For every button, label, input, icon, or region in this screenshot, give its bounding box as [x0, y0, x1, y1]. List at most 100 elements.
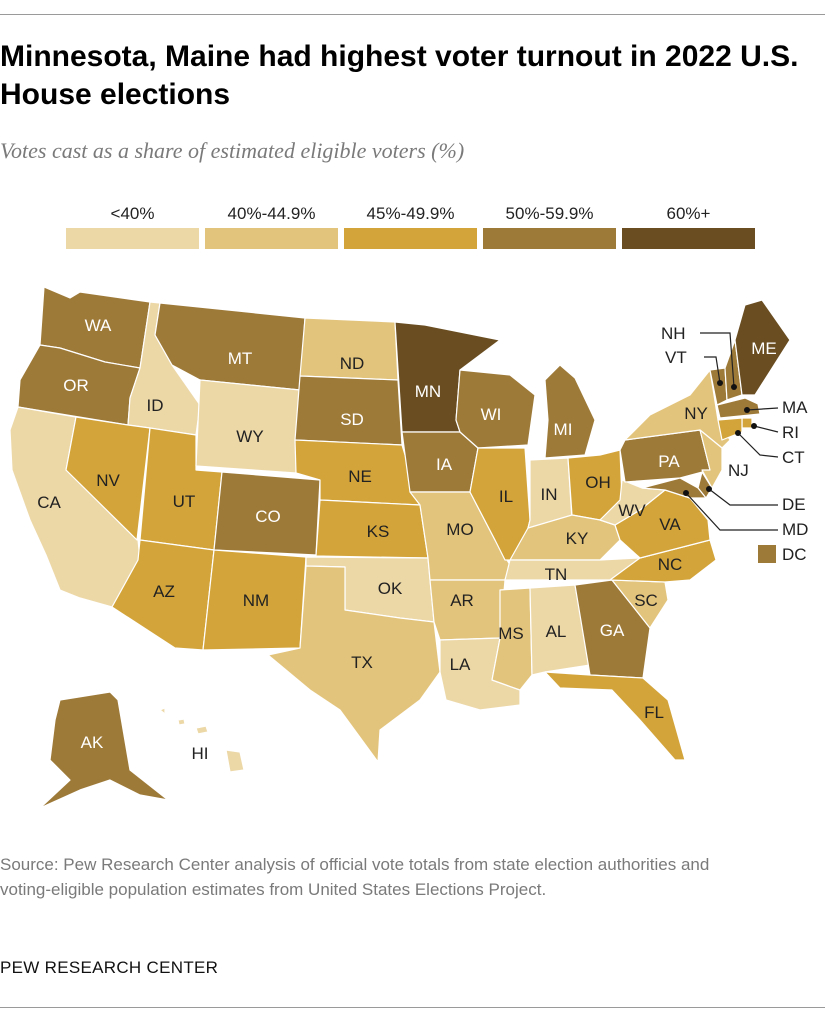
- label-TX: TX: [351, 653, 373, 672]
- label-MI: MI: [554, 420, 573, 439]
- brand-logo-text: PEW RESEARCH CENTER: [0, 958, 219, 977]
- legend-label: 60%+: [666, 204, 711, 223]
- legend-swatch: [622, 228, 755, 249]
- legend-swatch: [205, 228, 338, 249]
- state-MD: [641, 477, 707, 499]
- state-labels: WA OR CA ID NV UT AZ MT WY CO NM ND SD N…: [37, 316, 777, 722]
- legend-item-under-40: <40%: [66, 204, 199, 249]
- legend-swatch: [66, 228, 199, 249]
- label-FL: FL: [644, 703, 664, 722]
- label-AL: AL: [546, 622, 567, 641]
- leader-MA: [746, 407, 779, 411]
- label-MS: MS: [498, 624, 524, 643]
- label-MA: MA: [782, 398, 808, 417]
- legend-label: <40%: [110, 204, 155, 223]
- legend-item-60-plus: 60%+: [622, 204, 755, 249]
- label-VA: VA: [659, 515, 681, 534]
- us-map-svg: WA OR CA ID NV UT AZ MT WY CO NM ND SD N…: [9, 286, 809, 809]
- label-MT: MT: [228, 349, 253, 368]
- label-WY: WY: [236, 427, 263, 446]
- label-NE: NE: [348, 467, 372, 486]
- label-NV: NV: [96, 471, 120, 490]
- legend-item-50-59: 50%-59.9%: [483, 204, 616, 249]
- label-NC: NC: [658, 555, 683, 574]
- state-DC: [758, 545, 776, 563]
- label-IA: IA: [436, 455, 453, 474]
- label-NJ: NJ: [728, 461, 749, 480]
- legend: <40% 40%-44.9% 45%-49.9% 50%-59.9% 60%+: [66, 204, 766, 252]
- label-IL: IL: [499, 487, 513, 506]
- leader-RI: [753, 425, 779, 433]
- state-TX: [267, 565, 441, 763]
- label-TN: TN: [545, 565, 568, 584]
- label-ME: ME: [751, 339, 777, 358]
- label-AK: AK: [81, 733, 104, 752]
- label-DC: DC: [782, 545, 807, 564]
- label-PA: PA: [658, 452, 680, 471]
- state-AR: [429, 579, 506, 641]
- label-KS: KS: [367, 522, 390, 541]
- label-RI: RI: [782, 423, 799, 442]
- legend-swatch: [483, 228, 616, 249]
- label-LA: LA: [450, 655, 471, 674]
- label-WA: WA: [85, 316, 112, 335]
- legend-item-40-44: 40%-44.9%: [205, 204, 338, 249]
- label-KY: KY: [566, 529, 589, 548]
- top-rule: [0, 14, 825, 15]
- label-AR: AR: [450, 591, 474, 610]
- label-DE: DE: [782, 495, 806, 514]
- state-AK: [39, 691, 169, 809]
- state-AL: [529, 584, 591, 676]
- label-ND: ND: [340, 354, 365, 373]
- label-ID: ID: [147, 396, 164, 415]
- label-MN: MN: [415, 382, 441, 401]
- legend-swatch: [344, 228, 477, 249]
- source-note: Source: Pew Research Center analysis of …: [0, 855, 710, 899]
- label-OK: OK: [378, 579, 403, 598]
- state-HI: [159, 707, 245, 773]
- state-WI: [455, 369, 536, 449]
- label-GA: GA: [600, 621, 625, 640]
- label-CA: CA: [37, 493, 61, 512]
- bottom-rule: [0, 1007, 825, 1008]
- label-OH: OH: [585, 473, 611, 492]
- state-NV: [65, 416, 151, 541]
- label-CT: CT: [782, 448, 805, 467]
- legend-item-45-49: 45%-49.9%: [344, 204, 477, 249]
- state-ME: [734, 299, 791, 396]
- outside-labels: AK HI NJ MA RI CT DE MD DC NH VT: [81, 324, 809, 763]
- label-IN: IN: [541, 485, 558, 504]
- leader-lines: [685, 332, 779, 531]
- label-SC: SC: [634, 591, 658, 610]
- leader-dots: [683, 380, 757, 496]
- label-UT: UT: [173, 492, 196, 511]
- state-RI: [741, 417, 753, 429]
- state-FL: [544, 671, 686, 761]
- leader-VT: [704, 356, 721, 384]
- label-NH: NH: [661, 324, 686, 343]
- chart-subtitle: Votes cast as a share of estimated eligi…: [0, 138, 465, 163]
- state-CT: [717, 417, 743, 441]
- legend-label: 40%-44.9%: [227, 204, 316, 223]
- us-map: WA OR CA ID NV UT AZ MT WY CO NM ND SD N…: [0, 280, 825, 820]
- leader-CT: [737, 432, 779, 458]
- label-MO: MO: [446, 520, 473, 539]
- label-CO: CO: [255, 507, 281, 526]
- label-HI: HI: [192, 744, 209, 763]
- label-NY: NY: [684, 404, 708, 423]
- label-WV: WV: [618, 501, 646, 520]
- label-OR: OR: [63, 376, 89, 395]
- label-VT: VT: [665, 348, 687, 367]
- state-TN: [504, 557, 641, 581]
- label-AZ: AZ: [153, 582, 175, 601]
- state-MI: [544, 364, 596, 459]
- leader-DE: [708, 488, 778, 506]
- label-MD: MD: [782, 520, 808, 539]
- label-SD: SD: [340, 410, 364, 429]
- legend-label: 50%-59.9%: [505, 204, 594, 223]
- leader-NH: [700, 332, 735, 388]
- chart-title: Minnesota, Maine had highest voter turno…: [0, 40, 799, 111]
- label-WI: WI: [481, 405, 502, 424]
- leader-MD: [685, 492, 778, 531]
- legend-label: 45%-49.9%: [366, 204, 455, 223]
